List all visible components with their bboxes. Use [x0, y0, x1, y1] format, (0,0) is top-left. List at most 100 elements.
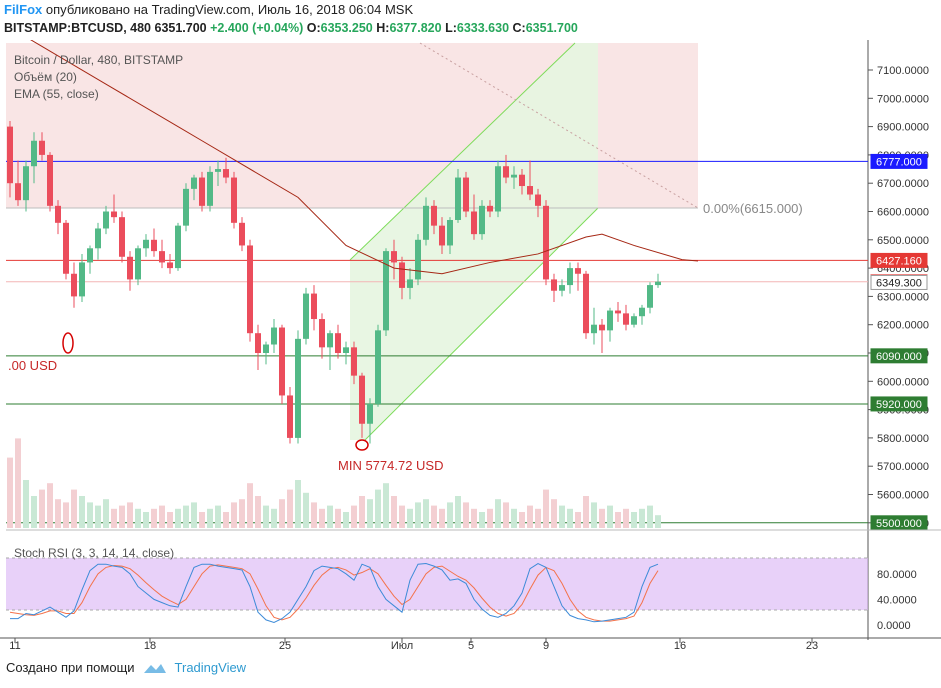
candle-body — [151, 239, 157, 252]
volume-bar — [47, 483, 53, 528]
price-badge — [870, 252, 928, 268]
candle-body — [559, 285, 565, 291]
volume-bar — [503, 502, 509, 528]
candle-body — [319, 319, 325, 348]
low-label: L: — [445, 21, 457, 35]
volume-bar — [511, 508, 517, 528]
volume-bar — [127, 502, 133, 528]
tradingview-link[interactable]: TradingView — [174, 660, 247, 675]
candle-body — [239, 222, 245, 246]
volume-bar — [223, 512, 229, 528]
candle-body — [111, 211, 117, 218]
price-change: +2.400 (+0.04%) — [210, 21, 304, 35]
fib-dashed-line — [419, 42, 699, 209]
price-tick-label: 6300.0000 — [877, 291, 929, 303]
close-label: C: — [512, 21, 526, 35]
candle-body — [231, 177, 237, 223]
volume-bar — [271, 508, 277, 528]
volume-bar — [607, 505, 613, 528]
candle-body — [575, 268, 581, 274]
volume-bar — [215, 505, 221, 528]
volume-bars — [7, 438, 661, 528]
price-tick-label: 5700.0000 — [877, 461, 929, 473]
time-tick-label: 18 — [144, 640, 156, 652]
fib-label: 0.00%(6615.000) — [703, 201, 803, 216]
candle-body — [415, 239, 421, 280]
price-chart[interactable]: 7100.00007000.00006900.00006800.00006700… — [0, 40, 941, 655]
candle-body — [655, 281, 661, 286]
candle-body — [7, 126, 13, 184]
candle-body — [119, 217, 125, 257]
candle-body — [391, 251, 397, 263]
volume-bar — [407, 508, 413, 528]
candle-body — [95, 228, 101, 249]
time-tick-label: Июл — [391, 640, 413, 652]
symbol-label: BITSTAMP:BTCUSD, 480 — [4, 21, 152, 35]
candle-body — [567, 268, 573, 286]
volume-bar — [167, 512, 173, 528]
volume-bar — [543, 489, 549, 528]
candle-body — [647, 285, 653, 308]
volume-bar — [183, 505, 189, 528]
candle-body — [503, 166, 509, 178]
candle-body — [335, 333, 341, 353]
candle-body — [623, 313, 629, 325]
candle-body — [423, 205, 429, 240]
volume-bar — [295, 480, 301, 528]
volume-bar — [335, 508, 341, 528]
high-value: 6377.820 — [389, 21, 442, 35]
volume-bar — [95, 505, 101, 528]
volume-bar — [87, 502, 93, 528]
close-value: 6351.700 — [525, 21, 578, 35]
author-link[interactable]: FilFox — [4, 2, 43, 17]
volume-bar — [471, 508, 477, 528]
candle-body — [311, 293, 317, 320]
time-tick-label: 23 — [806, 640, 818, 652]
min-price-label: MIN 5774.72 USD — [338, 458, 444, 473]
candle-body — [215, 169, 221, 172]
candle-body — [543, 205, 549, 280]
candle-body — [159, 251, 165, 263]
volume-bar — [447, 502, 453, 528]
candle-body — [535, 194, 541, 206]
volume-bar — [63, 502, 69, 528]
candle-body — [199, 177, 205, 206]
horizontal-levels: 6777.0006427.1606351.7006349.3006090.000… — [6, 153, 928, 531]
candle-body — [303, 293, 309, 339]
price-tick-label: 6000.0000 — [877, 376, 929, 388]
price-tick-label: 6200.0000 — [877, 320, 929, 332]
volume-bar — [647, 505, 653, 528]
candle-body — [183, 188, 189, 226]
candle-body — [23, 166, 29, 201]
volume-bar — [287, 489, 293, 528]
volume-bar — [367, 499, 373, 528]
price-badge-label: 5500.000 — [876, 518, 922, 530]
volume-bar — [655, 515, 661, 528]
ohlc-bar: BITSTAMP:BTCUSD, 480 6351.700 +2.400 (+0… — [4, 21, 578, 35]
candle-body — [591, 324, 597, 334]
volume-bar — [519, 512, 525, 528]
candles — [7, 120, 661, 444]
volume-bar — [191, 502, 197, 528]
price-tick-label: 6700.0000 — [877, 178, 929, 190]
candle-body — [463, 177, 469, 212]
candle-body — [519, 174, 525, 187]
candle-body — [191, 177, 197, 189]
volume-bar — [639, 508, 645, 528]
volume-bar — [207, 508, 213, 528]
publish-text: опубликовано на TradingView.com, Июль 16… — [45, 2, 414, 17]
price-badge — [870, 348, 928, 364]
volume-bar — [143, 512, 149, 528]
volume-bar — [599, 508, 605, 528]
candle-body — [71, 273, 77, 297]
volume-bar — [399, 505, 405, 528]
volume-bar — [567, 508, 573, 528]
candle-body — [479, 205, 485, 235]
volume-bar — [535, 508, 541, 528]
volume-bar — [119, 505, 125, 528]
candle-body — [583, 273, 589, 334]
volume-bar — [135, 508, 141, 528]
price-tick-label: 7000.0000 — [877, 93, 929, 105]
low-value: 6333.630 — [456, 21, 510, 35]
stoch-axis: 80.0000 40.0000 0.0000 — [877, 569, 917, 632]
